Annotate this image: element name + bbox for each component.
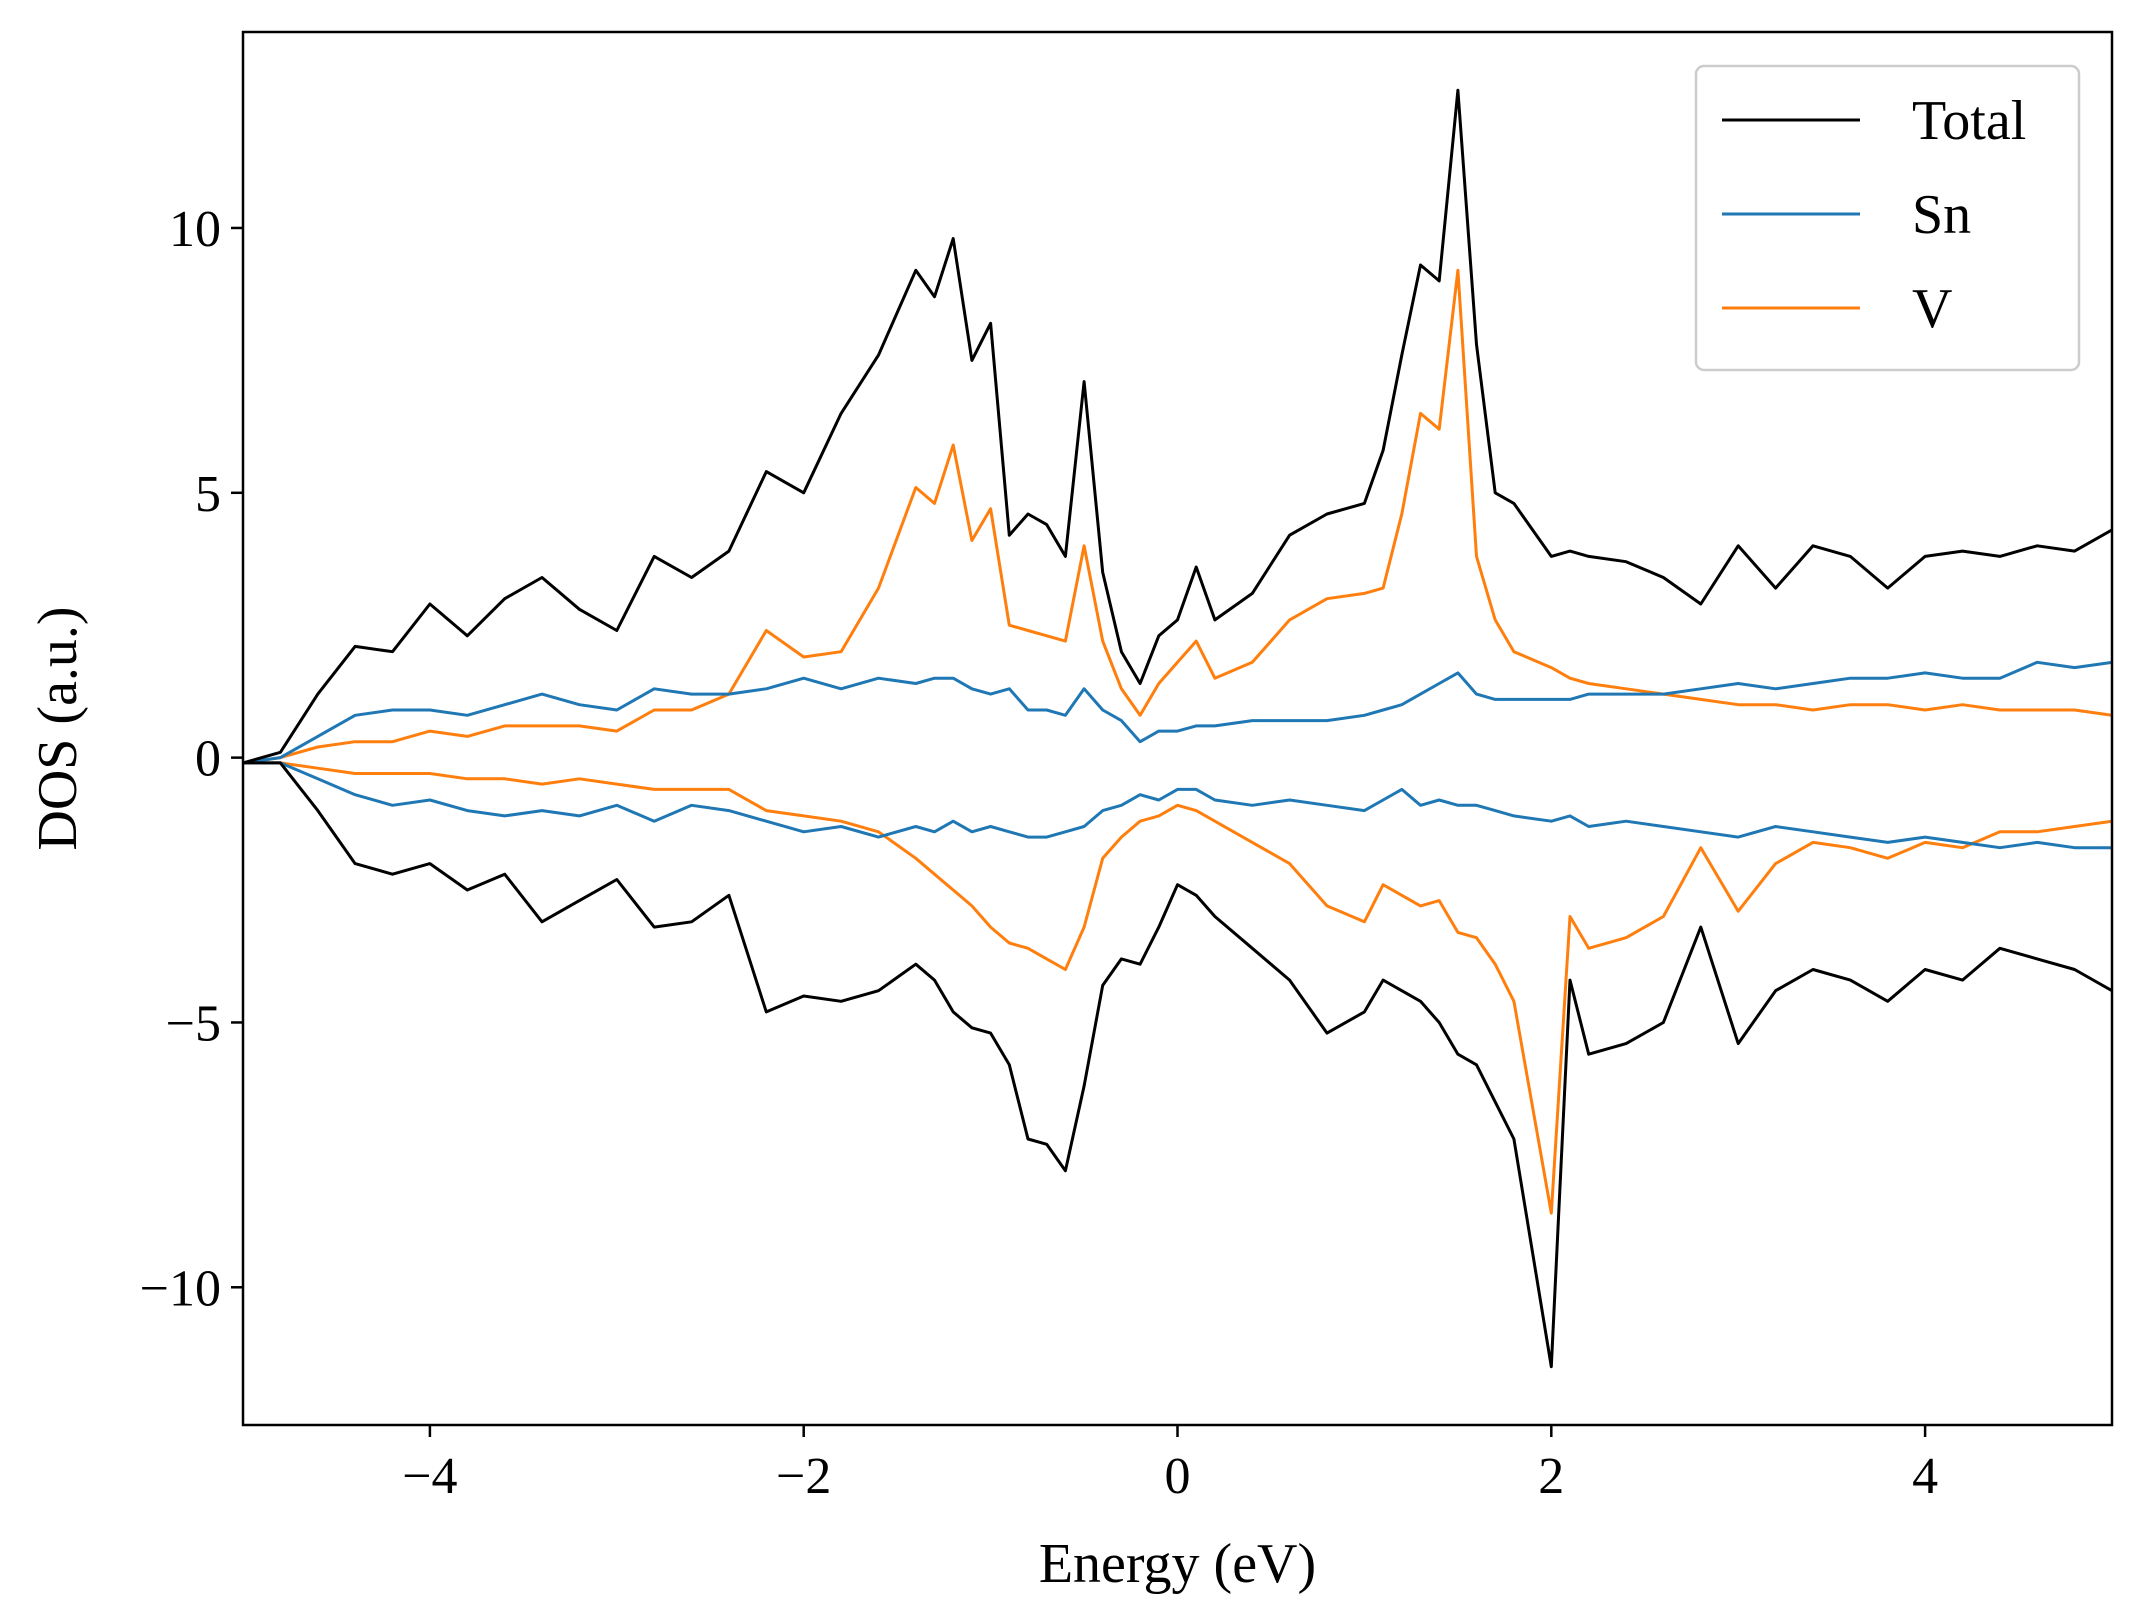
legend-label-v: V (1912, 278, 1952, 340)
x-tick-label: −2 (776, 1448, 831, 1505)
y-tick-label: −10 (140, 1260, 221, 1317)
series-line-v-up (243, 268, 2112, 765)
series-lines (243, 88, 2112, 1369)
series-line-sn-down (243, 761, 2112, 850)
x-tick-label: 4 (1912, 1448, 1938, 1505)
y-tick-label: 10 (169, 201, 221, 258)
y-tick-label: −5 (166, 995, 221, 1052)
x-tick-label: 0 (1165, 1448, 1191, 1505)
legend: Total Sn V (1694, 64, 2081, 372)
x-axis-label: Energy (eV) (1039, 1533, 1316, 1595)
axis-ticks: −4 −2 0 2 4 −10 −5 0 5 10 (140, 201, 1938, 1505)
y-axis-label: DOS (a.u.) (27, 606, 89, 850)
legend-box (1694, 64, 2081, 372)
series-line-total-down (243, 761, 2112, 1369)
series-line-sn-up (243, 660, 2112, 765)
x-tick-label: −4 (402, 1448, 457, 1505)
legend-label-sn: Sn (1912, 184, 1971, 246)
y-tick-label: 5 (195, 466, 221, 523)
series-line-total-up (243, 88, 2112, 765)
x-tick-label: 2 (1538, 1448, 1564, 1505)
y-tick-label: 0 (195, 731, 221, 788)
series-line-v-down (243, 761, 2112, 1215)
legend-label-total: Total (1912, 90, 2026, 152)
